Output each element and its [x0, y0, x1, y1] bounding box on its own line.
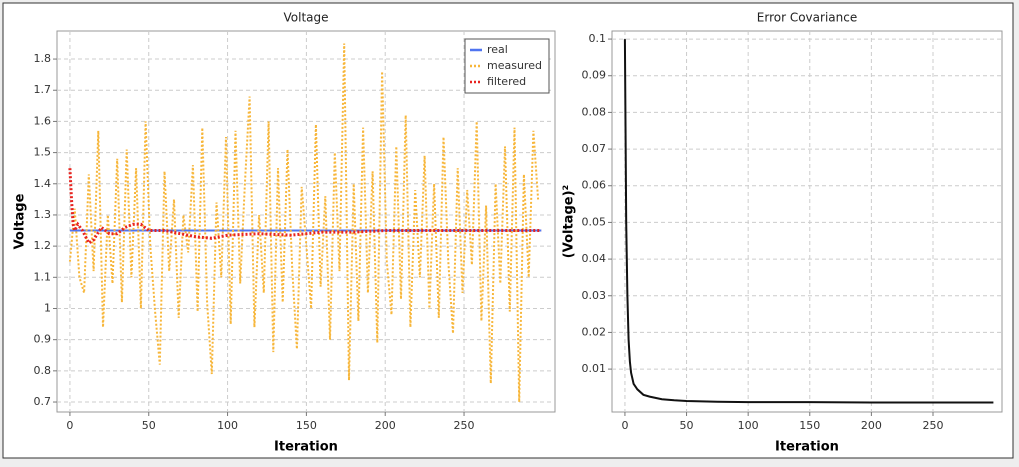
x-tick-label: 0	[621, 419, 628, 432]
x-tick-label: 50	[142, 419, 156, 432]
legend-label: measured	[487, 59, 542, 72]
y-tick-label: 0.09	[582, 69, 607, 82]
x-tick-label: 200	[861, 419, 882, 432]
x-tick-label: 0	[66, 419, 73, 432]
x-tick-label: 100	[738, 419, 759, 432]
y-tick-label: 1.2	[34, 239, 52, 252]
y-tick-label: 0.03	[582, 289, 607, 302]
y-tick-label: 0.8	[34, 364, 52, 377]
y-tick-label: 0.04	[582, 252, 607, 265]
y-tick-label: 0.02	[582, 325, 607, 338]
y-tick-label: 1.6	[34, 114, 52, 127]
x-tick-label: 250	[454, 419, 475, 432]
y-tick-label: 0.1	[589, 32, 607, 45]
y-axis-label: (Voltage)²	[562, 185, 577, 258]
y-tick-label: 1.1	[34, 270, 52, 283]
x-tick-label: 150	[296, 419, 317, 432]
y-tick-label: 1.7	[34, 83, 52, 96]
y-tick-label: 0.05	[582, 215, 607, 228]
series-line	[68, 168, 542, 246]
x-axis-label: Iteration	[274, 440, 338, 455]
x-tick-label: 50	[680, 419, 694, 432]
series-line	[623, 39, 994, 404]
y-tick-label: 1.8	[34, 52, 52, 65]
x-axis-label: Iteration	[775, 440, 839, 455]
plot-area	[611, 30, 1003, 413]
y-tick-label: 0.06	[582, 179, 607, 192]
legend-label: real	[487, 43, 508, 56]
y-tick-label: 0.9	[34, 333, 52, 346]
y-tick-label: 1.4	[34, 177, 52, 190]
y-tick-label: 0.07	[582, 142, 607, 155]
chart-title: Voltage	[283, 11, 328, 25]
legend-label: filtered	[487, 75, 526, 88]
x-tick-label: 200	[375, 419, 396, 432]
y-tick-label: 1.3	[34, 208, 52, 221]
y-tick-label: 1.5	[34, 146, 52, 159]
y-tick-label: 0.7	[34, 395, 52, 408]
x-tick-label: 250	[922, 419, 943, 432]
x-tick-label: 100	[217, 419, 238, 432]
y-tick-label: 1	[44, 301, 51, 314]
x-tick-label: 150	[799, 419, 820, 432]
y-tick-label: 0.08	[582, 105, 607, 118]
chart-title: Error Covariance	[757, 11, 857, 25]
y-tick-label: 0.01	[582, 362, 607, 375]
y-axis-label: Voltage	[13, 193, 28, 249]
